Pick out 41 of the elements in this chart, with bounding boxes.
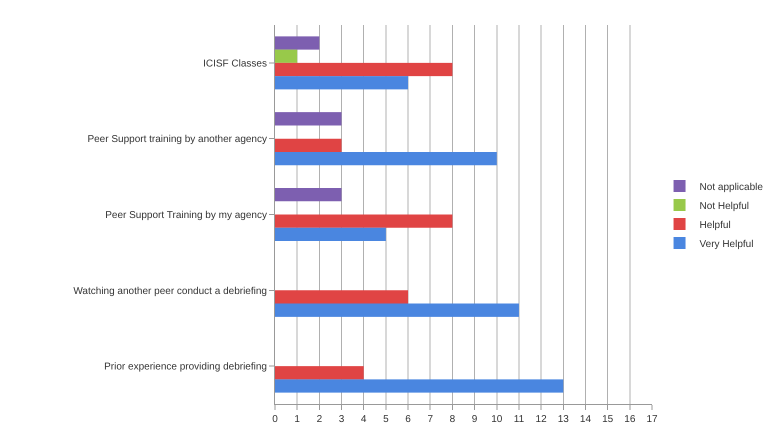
bar xyxy=(275,36,320,50)
x-tick-label: 5 xyxy=(383,414,390,425)
x-tick-label: 6 xyxy=(405,414,412,425)
x-tick-label: 17 xyxy=(646,414,658,425)
x-tick-label: 8 xyxy=(450,414,456,425)
bar xyxy=(275,214,452,228)
bar xyxy=(275,290,408,304)
bar xyxy=(275,138,342,152)
y-tick-label: Peer Support Training by my agency xyxy=(105,210,267,221)
x-tick-label: 14 xyxy=(580,414,592,425)
bar xyxy=(275,50,298,63)
x-tick-label: 4 xyxy=(360,414,367,425)
legend-label: Not Helpful xyxy=(700,200,750,212)
x-tick-label: 15 xyxy=(602,414,614,425)
bar xyxy=(275,152,497,166)
bar xyxy=(275,62,452,76)
bar xyxy=(275,304,519,317)
x-tick-label: 12 xyxy=(536,414,548,425)
x-tick-label: 3 xyxy=(338,414,345,425)
bar xyxy=(275,112,342,126)
bar xyxy=(275,228,386,242)
x-tick-label: 16 xyxy=(624,414,636,425)
x-tick-label: 9 xyxy=(472,414,478,425)
bar xyxy=(275,379,564,393)
y-tick-label: Prior experience providing debriefing xyxy=(104,362,267,373)
x-tick-label: 10 xyxy=(491,414,503,425)
legend-label: Helpful xyxy=(700,220,731,231)
y-tick-label: ICISF Classes xyxy=(203,58,267,70)
x-tick-label: 11 xyxy=(514,414,525,425)
x-tick-label: 0 xyxy=(272,414,278,425)
bar xyxy=(275,76,408,90)
legend-label: Not applicable xyxy=(700,182,764,193)
bar xyxy=(275,188,342,202)
y-tick-label: Peer Support training by another agency xyxy=(87,134,267,146)
x-tick-label: 1 xyxy=(294,414,300,425)
bar xyxy=(275,366,364,380)
x-tick-label: 2 xyxy=(316,414,323,425)
y-tick-label: Watching another peer conduct a debriefing xyxy=(73,286,267,297)
x-tick-label: 13 xyxy=(558,414,570,425)
x-tick-label: 7 xyxy=(427,414,434,425)
legend-label: Very Helpful xyxy=(700,238,754,250)
